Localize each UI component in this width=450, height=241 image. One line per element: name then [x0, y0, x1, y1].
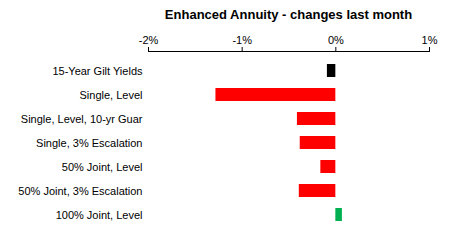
svg-text:15-Year Gilt Yields: 15-Year Gilt Yields	[52, 65, 143, 77]
svg-text:50% Joint, Level: 50% Joint, Level	[62, 161, 143, 173]
html-text:Enhanced Annuity - changes las: Enhanced Annuity - changes last month	[164, 7, 413, 22]
svg-text:Single, Level: Single, Level	[80, 89, 143, 101]
svg-text:Single, Level, 10-yr Guar: Single, Level, 10-yr Guar	[21, 113, 143, 125]
svg-text:50% Joint, 3% Escalation: 50% Joint, 3% Escalation	[18, 185, 142, 197]
svg-text:-1%: -1%	[232, 34, 252, 46]
svg-text:0%: 0%	[328, 34, 344, 46]
svg-text:1%: 1%	[422, 34, 438, 46]
svg-text:Single, 3% Escalation: Single, 3% Escalation	[36, 137, 142, 149]
svg-text:100% Joint, Level: 100% Joint, Level	[56, 209, 143, 221]
svg-text:-2%: -2%	[139, 34, 159, 46]
